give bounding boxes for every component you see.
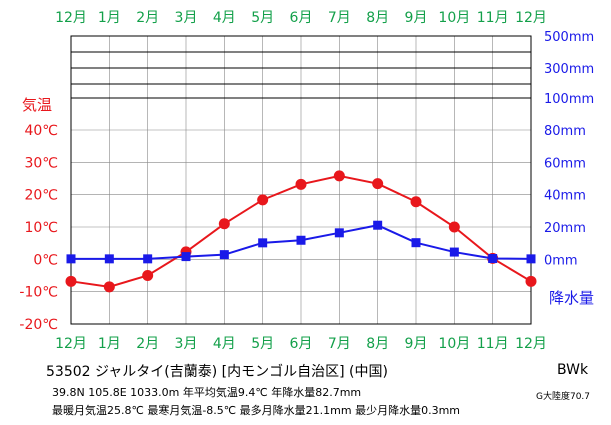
left-tick-label: 10℃ <box>24 220 58 236</box>
month-label-top: 3月 <box>175 10 198 26</box>
month-label-top: 11月 <box>477 10 509 26</box>
month-label-bottom: 7月 <box>328 336 351 352</box>
month-label-top: 12月 <box>55 10 87 26</box>
right-tick-label-upper: 100mm <box>544 92 594 107</box>
precipitation-point <box>373 220 383 230</box>
plot-frame <box>70 35 532 325</box>
temperature-point <box>372 178 384 190</box>
left-tick-label: 20℃ <box>24 188 58 204</box>
continentality-index: G大陸度70.7 <box>536 392 591 402</box>
temperature-point <box>257 194 269 206</box>
precipitation-point <box>296 235 306 245</box>
right-axis-ticks: 0mm 20mm 40mm 60mm 80mm 100mm 300mm 500mm <box>544 30 594 268</box>
precipitation-point <box>334 228 344 238</box>
month-label-bottom: 2月 <box>136 336 159 352</box>
right-tick-label-upper: 500mm <box>544 30 594 45</box>
temperature-point <box>410 196 422 208</box>
right-tick-label: 60mm <box>544 156 586 171</box>
right-tick-label: 80mm <box>544 124 586 139</box>
grid <box>70 35 532 325</box>
month-label-top: 4月 <box>213 10 236 26</box>
left-tick-label: 40℃ <box>24 123 58 139</box>
month-label-bottom: 3月 <box>175 336 198 352</box>
month-label-top: 2月 <box>136 10 159 26</box>
left-tick-label: 30℃ <box>24 155 58 171</box>
precipitation-point <box>449 247 459 257</box>
month-label-top: 5月 <box>251 10 274 26</box>
temperature-point <box>218 218 230 230</box>
month-label-bottom: 12月 <box>515 336 547 352</box>
temperature-point <box>103 281 115 293</box>
month-label-bottom: 10月 <box>438 336 470 352</box>
left-axis-ticks: -20℃ -10℃ 0℃ 10℃ 20℃ 30℃ 40℃ <box>19 123 58 333</box>
series <box>65 170 537 293</box>
month-labels-top: 12月 1月 2月 3月 4月 5月 6月 7月 8月 9月 10月 11月 12月 <box>55 10 547 26</box>
month-label-top: 6月 <box>290 10 313 26</box>
month-label-top: 9月 <box>405 10 428 26</box>
temperature-point <box>333 170 345 182</box>
right-tick-label-upper: 300mm <box>544 62 594 77</box>
month-label-bottom: 8月 <box>366 336 389 352</box>
right-tick-label: 40mm <box>544 189 586 204</box>
month-label-top: 12月 <box>515 10 547 26</box>
left-tick-label: -10℃ <box>19 285 58 301</box>
precipitation-point <box>219 250 229 260</box>
month-label-bottom: 12月 <box>55 336 87 352</box>
precipitation-point <box>104 254 114 264</box>
right-axis-label: 降水量 <box>549 289 594 307</box>
precipitation-point <box>488 254 498 264</box>
right-tick-label: 0mm <box>544 253 578 268</box>
month-label-bottom: 4月 <box>213 336 236 352</box>
temperature-point <box>525 275 537 287</box>
station-info-line1: 39.8N 105.8E 1033.0m 年平均気温9.4℃ 年降水量82.7m… <box>52 386 362 399</box>
month-label-top: 8月 <box>366 10 389 26</box>
month-label-bottom: 6月 <box>290 336 313 352</box>
month-label-bottom: 1月 <box>98 336 121 352</box>
month-label-bottom: 9月 <box>405 336 428 352</box>
station-info-line2: 最暖月気温25.8℃ 最寒月気温-8.5℃ 最多月降水量21.1mm 最少月降水… <box>52 404 460 417</box>
temperature-point <box>295 178 307 190</box>
month-label-bottom: 11月 <box>477 336 509 352</box>
precipitation-point <box>411 238 421 248</box>
temperature-point <box>65 275 77 287</box>
month-labels-bottom: 12月 1月 2月 3月 4月 5月 6月 7月 8月 9月 10月 11月 12月 <box>55 336 547 352</box>
precipitation-point <box>66 254 76 264</box>
precipitation-point <box>258 238 268 248</box>
temperature-point <box>142 270 154 281</box>
precipitation-point <box>526 254 536 264</box>
month-label-bottom: 5月 <box>251 336 274 352</box>
temperature-point <box>448 221 460 233</box>
precipitation-point <box>181 252 191 262</box>
month-label-top: 7月 <box>328 10 351 26</box>
month-label-top: 1月 <box>98 10 121 26</box>
station-title: 53502 ジャルタイ(吉蘭泰) [内モンゴル自治区] (中国) <box>46 364 388 380</box>
month-label-top: 10月 <box>438 10 470 26</box>
precipitation-point <box>143 254 153 264</box>
left-axis-label: 気温 <box>22 96 52 114</box>
right-tick-label: 20mm <box>544 221 586 236</box>
left-tick-label: -20℃ <box>19 317 58 333</box>
climate-classification: BWk <box>557 362 589 378</box>
left-tick-label: 0℃ <box>33 252 58 268</box>
